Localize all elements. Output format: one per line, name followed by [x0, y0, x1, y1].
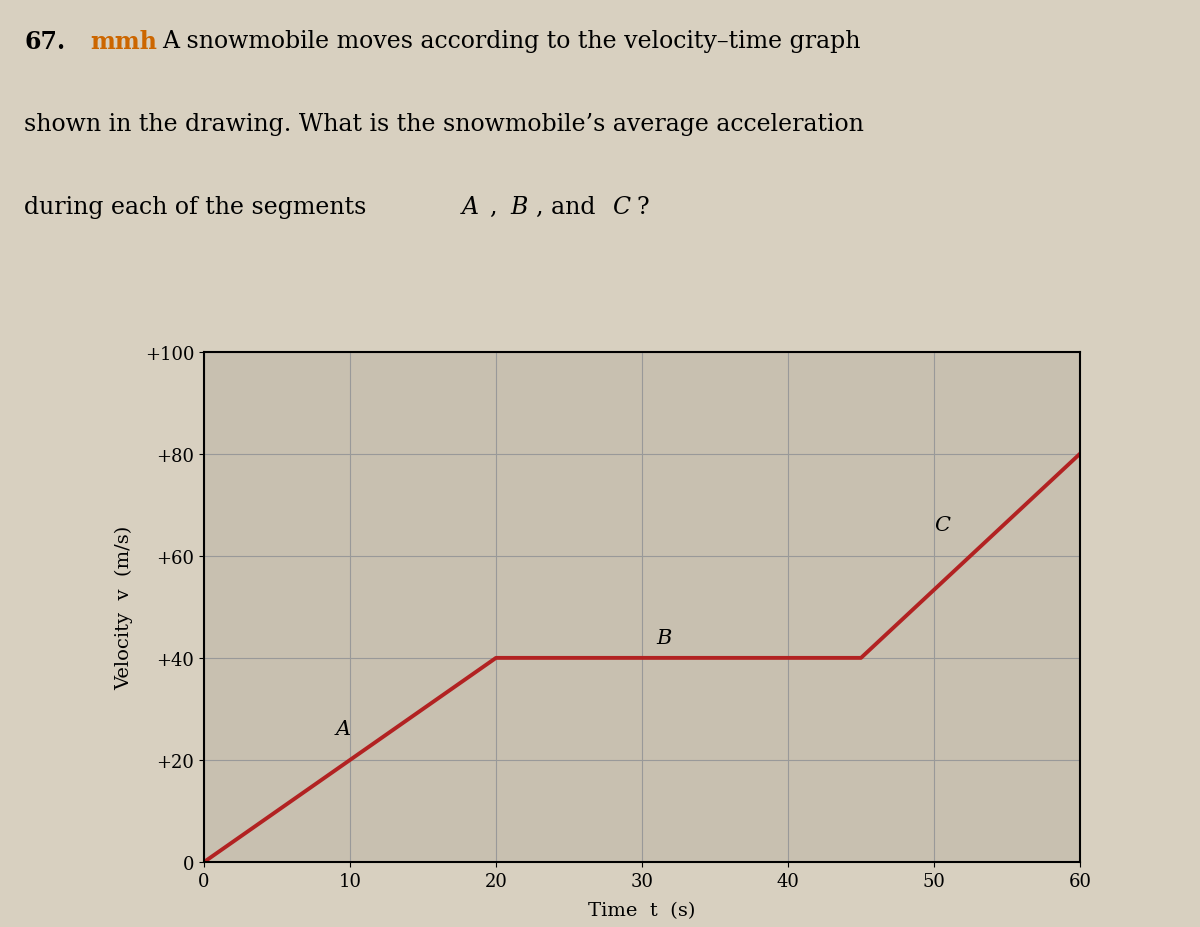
- Text: A: A: [462, 196, 479, 219]
- Text: , and: , and: [536, 196, 604, 219]
- Text: during each of the segments: during each of the segments: [24, 196, 374, 219]
- Text: C: C: [934, 515, 950, 535]
- Y-axis label: Velocity  v  (m/s): Velocity v (m/s): [115, 526, 133, 689]
- Text: 67.: 67.: [24, 30, 65, 54]
- Text: A: A: [336, 719, 350, 739]
- Text: ?: ?: [636, 196, 649, 219]
- Text: C: C: [612, 196, 630, 219]
- Text: ,: ,: [490, 196, 505, 219]
- Text: B: B: [656, 628, 672, 647]
- Text: shown in the drawing. What is the snowmobile’s average acceleration: shown in the drawing. What is the snowmo…: [24, 113, 864, 135]
- Text: B: B: [510, 196, 527, 219]
- Text: mmh: mmh: [90, 30, 157, 54]
- Text: A snowmobile moves according to the velocity–time graph: A snowmobile moves according to the velo…: [162, 30, 860, 53]
- X-axis label: Time  t  (s): Time t (s): [588, 901, 696, 919]
